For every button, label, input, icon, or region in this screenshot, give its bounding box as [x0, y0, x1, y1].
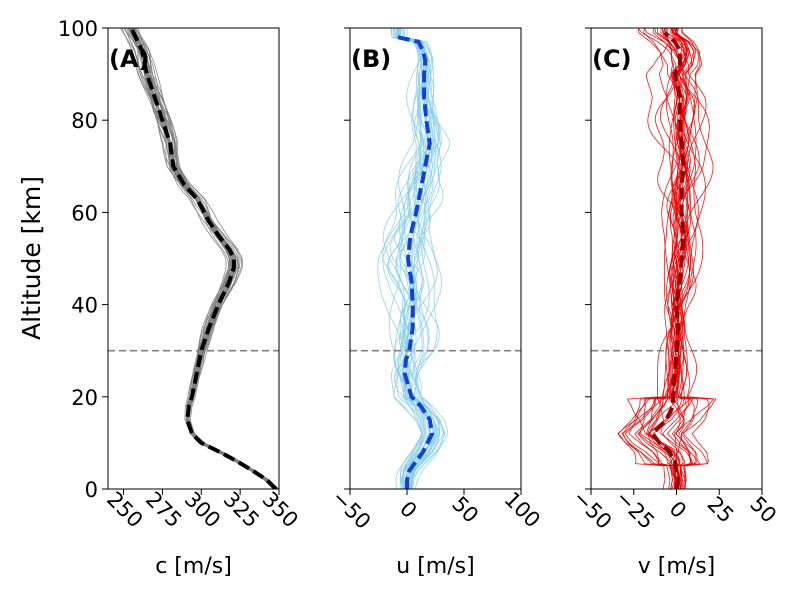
panel-frame — [107, 27, 280, 490]
ensemble-member-line — [639, 28, 707, 489]
x-axis-label: c [m/s] — [155, 554, 232, 579]
mean-profile-line — [649, 31, 686, 489]
panel-label: (C) — [592, 45, 632, 73]
ensemble-member-line — [627, 28, 710, 489]
y-tick-label: 80 — [71, 109, 98, 133]
y-tick-label: 20 — [71, 386, 98, 410]
y-tick-label: 0 — [85, 478, 98, 502]
x-axis-label: u [m/s] — [396, 554, 474, 579]
ensemble-member-line — [399, 28, 440, 489]
ensemble-member-line — [617, 28, 714, 489]
ensemble-member-line — [667, 28, 708, 489]
panel-frame — [349, 27, 522, 490]
ensemble-member-line — [382, 28, 441, 489]
ensemble-member-line — [664, 28, 710, 489]
ensemble-member-line — [661, 28, 701, 489]
y-tick-label: 40 — [71, 294, 98, 318]
mean-profile-line — [129, 28, 278, 489]
panel-label: (B) — [351, 45, 391, 73]
ensemble-member-line — [654, 28, 697, 489]
ensemble-member-line — [670, 28, 691, 489]
panel-2-data — [377, 28, 451, 489]
y-tick-label: 100 — [58, 17, 98, 41]
panel-1-data — [119, 28, 279, 489]
mean-profile-line — [397, 35, 435, 489]
panel-3: −50−25 0 25 50v [m/s](C) — [568, 27, 781, 579]
panel-label: (A) — [109, 45, 150, 73]
ensemble-member-line — [647, 28, 687, 489]
panel-3-data — [617, 28, 717, 489]
y-axis-label: Altitude [km] — [17, 176, 46, 340]
y-tick-label: 60 — [71, 201, 98, 225]
ensemble-member-line — [387, 28, 441, 489]
x-axis-label: v [m/s] — [638, 554, 715, 579]
ensemble-member-line — [393, 28, 441, 489]
ensemble-member-line — [638, 28, 690, 489]
